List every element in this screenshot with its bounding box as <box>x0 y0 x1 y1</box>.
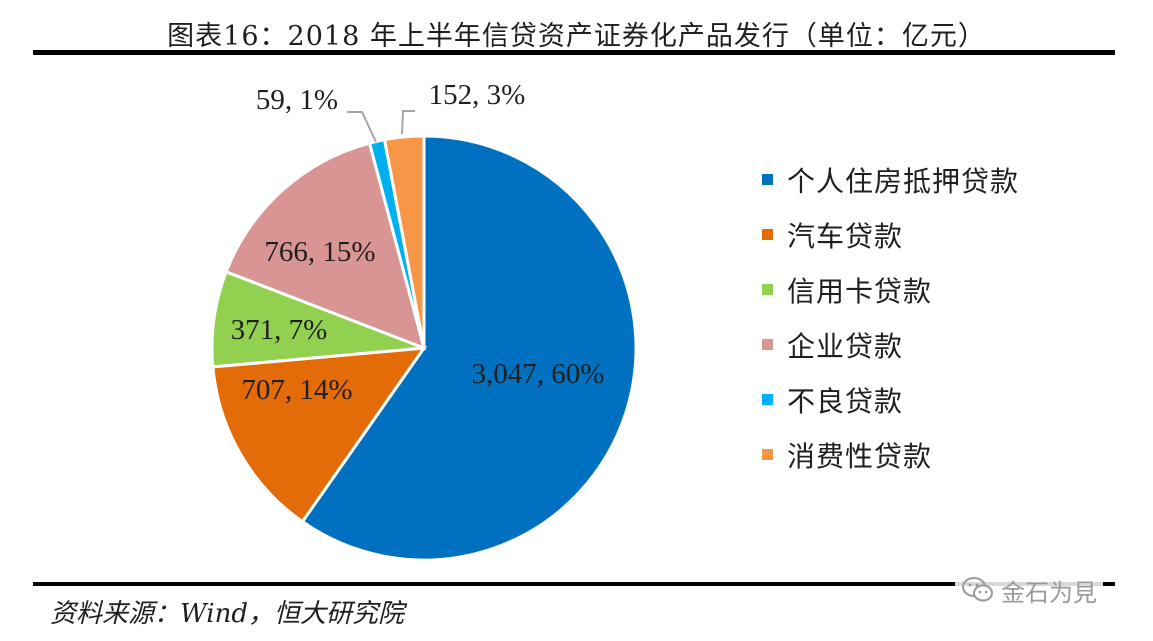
leader-line <box>347 111 377 143</box>
legend-item: 企业贷款 <box>762 317 1019 372</box>
legend-item: 个人住房抵押贷款 <box>762 152 1019 207</box>
data-label: 3,047, 60% <box>472 358 605 390</box>
footer-rule <box>33 582 1115 586</box>
data-label: 371, 7% <box>231 314 328 346</box>
pie-slice <box>300 134 638 562</box>
pie-slice <box>382 134 426 349</box>
watermark-text: 金石为見 <box>1001 578 1097 607</box>
source-note: 资料来源：Wind，恒大研究院 <box>50 599 404 629</box>
pie-slice <box>224 141 427 351</box>
data-label: 59, 1% <box>256 84 338 116</box>
data-label: 766, 15% <box>264 236 375 268</box>
legend-label: 企业贷款 <box>787 329 904 363</box>
legend-swatch <box>762 284 773 295</box>
legend-label: 消费性贷款 <box>787 439 933 473</box>
legend-label: 不良贷款 <box>787 384 904 418</box>
legend-swatch <box>762 229 773 240</box>
legend-label: 汽车贷款 <box>787 219 904 253</box>
chart-title: 图表16：2018 年上半年信贷资产证券化产品发行（单位：亿元） <box>167 21 986 52</box>
leader-line <box>401 110 415 135</box>
legend-label: 信用卡贷款 <box>787 274 933 308</box>
legend-swatch <box>762 339 773 350</box>
legend-item: 消费性贷款 <box>762 427 1019 482</box>
legend-swatch <box>762 394 773 405</box>
data-label: 707, 14% <box>241 374 352 406</box>
legend-swatch <box>762 449 773 460</box>
legend-swatch <box>762 174 773 185</box>
legend-label: 个人住房抵押贷款 <box>787 164 1020 198</box>
data-label: 152, 3% <box>429 79 526 111</box>
legend-item: 信用卡贷款 <box>762 262 1019 317</box>
wechat-icon <box>962 577 993 602</box>
title-rule <box>33 50 1115 55</box>
watermark: 金石为見 <box>955 570 1103 610</box>
legend-item: 不良贷款 <box>762 372 1019 427</box>
pie-slice <box>211 346 428 524</box>
legend: 个人住房抵押贷款 汽车贷款 信用卡贷款 企业贷款 不良贷款 消费性贷款 <box>762 152 1019 482</box>
legend-item: 汽车贷款 <box>762 207 1019 262</box>
